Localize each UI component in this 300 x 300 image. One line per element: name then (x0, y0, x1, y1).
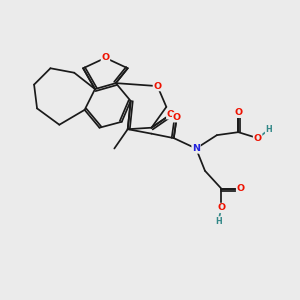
Text: O: O (167, 110, 175, 119)
Text: N: N (192, 144, 200, 153)
Text: O: O (254, 134, 262, 142)
Text: H: H (266, 125, 272, 134)
Text: O: O (173, 113, 181, 122)
Text: O: O (217, 203, 225, 212)
Text: O: O (153, 82, 161, 91)
Text: O: O (237, 184, 245, 193)
Text: H: H (215, 217, 222, 226)
Text: O: O (101, 53, 110, 62)
Text: O: O (234, 108, 242, 117)
